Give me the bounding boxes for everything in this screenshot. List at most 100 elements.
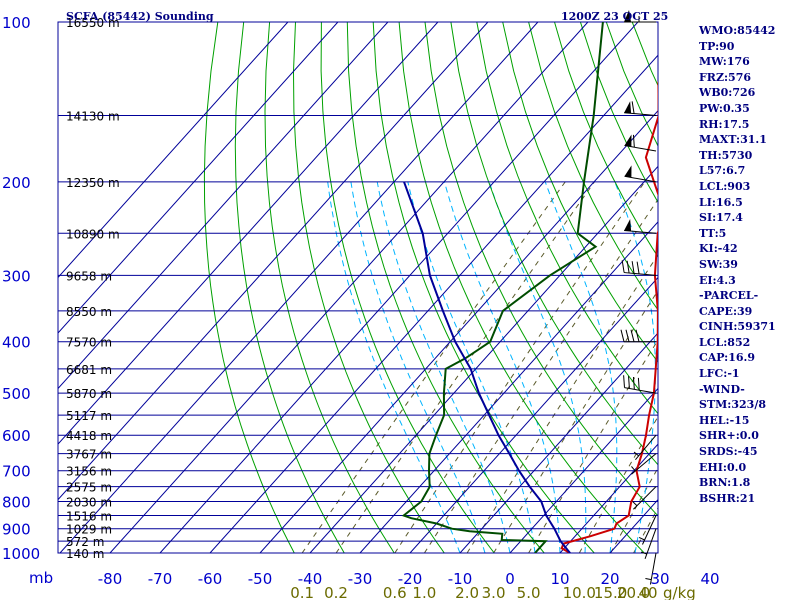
pressure-unit-label: mb (29, 569, 53, 587)
height-label: 3767 m (66, 448, 112, 462)
index-item: MAXT:31.1 (699, 133, 767, 147)
mixing-ratio-tick-label: 0.1 (290, 584, 314, 600)
isotherm-line (58, 22, 489, 501)
index-item: LI:16.5 (699, 195, 743, 209)
wind-barb (645, 552, 657, 585)
isotherm-line (58, 22, 389, 390)
moist-adiabat-line (488, 181, 587, 553)
wind-barb (620, 329, 656, 343)
isotherm-line (559, 443, 658, 553)
index-item: CAPE:39 (699, 304, 753, 318)
isotherm-line (209, 54, 658, 553)
chart-title: SCFA (85442) Sounding (66, 10, 214, 23)
temperature-tick-label: -10 (448, 570, 473, 588)
mixing-ratio-tick-label: 20.0 (617, 584, 650, 600)
temperature-tick-label: 30 (650, 570, 669, 588)
height-label: 6681 m (66, 363, 112, 377)
wind-barb (638, 515, 657, 545)
parcel-trace (403, 181, 571, 553)
mixing-ratio-tick-label: 15.0 (594, 584, 627, 600)
dry-adiabat-line (424, 22, 658, 517)
index-item: TT:5 (699, 226, 727, 240)
pressure-tick-label: 600 (2, 427, 31, 445)
index-item: SI:17.4 (699, 211, 743, 225)
sounding-traces (401, 22, 658, 553)
temperature-tick-label: -50 (248, 570, 273, 588)
index-item: PW:0.35 (699, 101, 750, 115)
height-label: 3156 m (66, 465, 112, 479)
index-item: WMO:85442 (699, 24, 776, 37)
wind-barbs (620, 10, 657, 585)
dry-adiabat-line (292, 22, 445, 553)
isotherm-line (58, 22, 439, 445)
mixing-ratio-line (394, 181, 646, 553)
moist-adiabat-line (660, 182, 704, 553)
isotherm-line (109, 22, 589, 553)
pressure-tick-label: 200 (2, 174, 31, 192)
pressure-tick-label: 400 (2, 334, 31, 352)
pressure-tick-label: 900 (2, 521, 31, 539)
index-item: EHI:0.0 (699, 460, 747, 474)
index-item: BSHR:21 (699, 491, 756, 505)
wind-barb (631, 453, 657, 475)
height-label: 12350 m (66, 176, 120, 190)
isotherm-line (259, 110, 658, 553)
index-item: TP:90 (699, 39, 735, 53)
wind-barb (624, 101, 657, 117)
index-item: SW:39 (699, 257, 738, 271)
dry-adiabat-lines (203, 22, 658, 553)
pressure-tick-label: 700 (2, 463, 31, 481)
wind-barb (624, 218, 657, 234)
temperature-tick-label: -80 (98, 570, 123, 588)
index-item: SHR+:0.0 (699, 429, 759, 443)
isotherm-line (159, 22, 639, 553)
mixing-ratio-tick-label: 3.0 (482, 584, 506, 600)
dry-adiabat-line (372, 22, 595, 553)
pressure-tick-label: 800 (2, 494, 31, 512)
isobar-lines (57, 21, 659, 554)
dry-adiabat-line (203, 22, 295, 553)
chart-time: 1200Z 23 OCT 25 (561, 10, 668, 23)
height-label: 2030 m (66, 496, 112, 510)
index-item: HEL:-15 (699, 413, 750, 427)
height-label: 9658 m (66, 269, 112, 283)
temperature-tick-label: -40 (298, 570, 323, 588)
moist-adiabat-line (327, 181, 461, 553)
index-item: STM:323/8 (699, 398, 766, 412)
mixing-ratio-tick-label: 5.0 (517, 584, 541, 600)
temperature-tick-label: 0 (505, 570, 515, 588)
index-item: RH:17.5 (699, 117, 750, 131)
isotherm-line (59, 22, 539, 553)
pressure-tick-label: 300 (2, 267, 31, 285)
mixing-ratio-tick-label: 0.6 (383, 584, 407, 600)
moist-adiabat-line (350, 181, 486, 553)
isotherm-line (459, 332, 658, 553)
wind-barb (623, 375, 657, 394)
index-item: -PARCEL- (699, 289, 759, 303)
wind-barb (632, 486, 657, 510)
height-label: 14130 m (66, 110, 120, 124)
temperature-tick-label: -20 (398, 570, 423, 588)
index-item: -WIND- (699, 382, 745, 396)
height-label: 16550 m (66, 16, 120, 30)
dry-adiabat-line (346, 22, 545, 553)
isotherm-line (309, 165, 658, 553)
dewpoint-trace (401, 22, 604, 553)
mixing-ratio-tick-label: 1.0 (412, 584, 436, 600)
index-item: L57:6.7 (699, 164, 746, 178)
index-item: FRZ:576 (699, 70, 752, 84)
temperature-tick-label: -70 (148, 570, 173, 588)
dry-adiabat-line (320, 22, 495, 553)
wind-barb (624, 165, 657, 183)
index-item: SRDS:-45 (699, 445, 758, 459)
plot-frame (57, 21, 659, 554)
mixing-ratio-tick-label: 2.0 (455, 584, 479, 600)
pressure-tick-label: 1000 (2, 545, 40, 563)
pressure-tick-label: 100 (2, 14, 31, 32)
height-label: 8550 m (66, 305, 112, 319)
isotherm-line (58, 22, 339, 334)
isotherm-line (509, 387, 658, 553)
dry-adiabat-line (476, 22, 658, 415)
